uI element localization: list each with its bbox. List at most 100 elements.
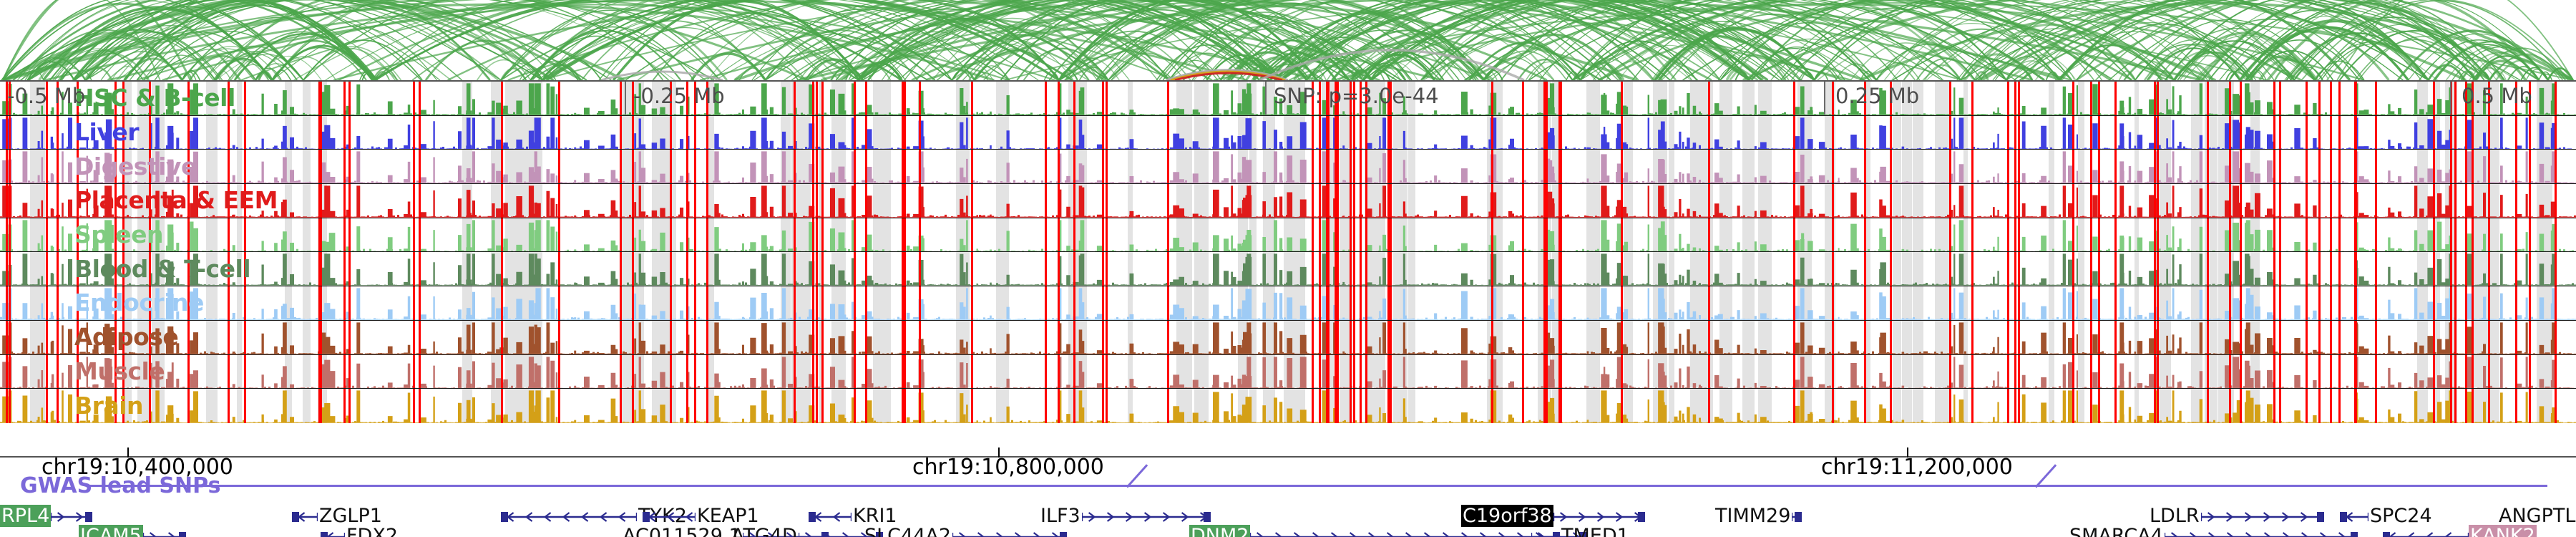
signal-histogram — [0, 151, 2576, 184]
axis-tick-mark — [2450, 82, 2451, 115]
gene-name-label[interactable]: SMARCA4 — [2069, 525, 2163, 537]
signal-histogram — [0, 322, 2576, 354]
gene-model[interactable]: ANGPTL8 — [2497, 506, 2576, 526]
axis-tick-label: 0.25 Mb — [1835, 84, 1920, 108]
track-label-placenta-eem: Placenta & EEM — [74, 186, 278, 215]
gene-name-label[interactable]: SPC24 — [2370, 505, 2432, 527]
gene-name-label[interactable]: TMED1 — [1561, 525, 1629, 537]
gene-name-label[interactable]: FDX2 — [346, 525, 398, 537]
gene-name-label[interactable]: C19orf38 — [1461, 505, 1553, 527]
gene-name-label[interactable]: KEAP1 — [697, 505, 759, 527]
gwas-snp-markers — [0, 184, 2576, 218]
gene-name-label[interactable]: KRI1 — [853, 505, 897, 527]
track-endocrine[interactable]: Endocrine — [0, 286, 2576, 321]
track-brain[interactable]: Brain — [0, 389, 2576, 423]
gwas-snp-markers — [0, 354, 2576, 389]
track-hsc-b-cell[interactable]: HSC & B-cell -0.5 Mb -0.25 Mb 0.25 Mb 0.5 Mb… — [0, 82, 2576, 116]
track-digestive[interactable]: Digestive — [0, 150, 2576, 185]
gene-model[interactable]: ICAM5 — [79, 525, 187, 537]
gene-name-label[interactable]: TIMM29 — [1715, 505, 1791, 527]
gene-model[interactable]: KEAP1 — [641, 505, 761, 527]
gwas-snp-markers — [0, 320, 2576, 354]
gwas-snp-markers — [0, 286, 2576, 320]
arc-plot — [1, 0, 2574, 80]
lead-snp-tick — [1265, 82, 1267, 115]
gene-strand-forward-icon — [2163, 531, 2359, 537]
axis-tick-label: -0.5 Mb — [7, 84, 86, 108]
gene-model[interactable]: TMED1 — [1530, 525, 1631, 537]
track-label-brain: Brain — [74, 391, 144, 420]
gene-strand-reverse-icon — [641, 511, 697, 522]
gene-strand-forward-icon — [1552, 511, 1646, 522]
gene-name-label[interactable]: RPL4 — [0, 505, 52, 527]
gwas-snp-markers — [0, 150, 2576, 184]
track-blood-t-cell[interactable]: Blood & T-cell — [0, 252, 2576, 287]
regulatory-shade-bands — [0, 252, 2576, 286]
signal-histogram — [0, 117, 2576, 150]
gene-strand-reverse-icon — [319, 531, 346, 537]
signal-histogram — [0, 185, 2576, 218]
gene-model[interactable]: LDLR — [2148, 505, 2325, 527]
gwas-snp-markers — [0, 252, 2576, 286]
gene-name-label[interactable]: ZGLP1 — [319, 505, 382, 527]
gene-strand-reverse-icon — [291, 511, 319, 522]
gene-strand-forward-icon — [1080, 511, 1211, 522]
gene-model[interactable]: TIMM29 — [1714, 505, 1803, 527]
gwas-axis-line — [86, 485, 2547, 487]
coordinate-label: chr19:10,800,000 — [912, 455, 1104, 480]
track-label-digestive: Digestive — [74, 152, 197, 180]
gene-name-label[interactable]: AC011529.1 — [623, 525, 741, 537]
gene-name-label[interactable]: ANGPTL8 — [2499, 505, 2576, 527]
gene-strand-reverse-icon — [807, 511, 853, 522]
gwas-track-label: GWAS lead SNPs — [20, 473, 221, 498]
gene-strand-forward-icon — [951, 531, 1068, 537]
signal-histogram — [0, 83, 2576, 115]
track-label-muscle: Muscle — [74, 357, 165, 385]
gene-strand-reverse-icon — [2338, 511, 2370, 522]
gene-model[interactable]: ILF3 — [1039, 506, 1211, 526]
gene-model[interactable]: ATG4D — [730, 526, 829, 537]
signal-track-stack: HSC & B-cell -0.5 Mb -0.25 Mb 0.25 Mb 0.5 Mb… — [0, 80, 2576, 458]
gene-name-label[interactable]: ATG4D — [731, 525, 797, 537]
axis-tick-label: 0.5 Mb — [2462, 84, 2532, 108]
gene-name-label[interactable]: DNM2 — [1189, 525, 1251, 537]
coordinate-tick — [998, 448, 1000, 458]
track-adipose[interactable]: Adipose — [0, 320, 2576, 355]
gene-name-label[interactable]: LDLR — [2150, 505, 2200, 527]
gene-model[interactable]: DNM2 — [1189, 525, 1588, 537]
track-label-liver: Liver — [74, 117, 140, 146]
chromatin-loop-arc-panel — [0, 0, 2576, 80]
gene-name-label[interactable]: ICAM5 — [79, 525, 143, 537]
gene-model[interactable]: SPC24 — [2338, 505, 2434, 527]
gene-model[interactable]: SMARCA4 — [2068, 525, 2359, 537]
gene-strand-forward-icon — [1791, 511, 1803, 522]
gene-name-label[interactable]: ILF3 — [1040, 505, 1080, 527]
coordinate-tick — [127, 448, 129, 458]
gene-name-label[interactable]: KANK2 — [2469, 525, 2537, 537]
coordinate-tick — [1907, 448, 1908, 458]
track-label-endocrine: Endocrine — [74, 289, 204, 317]
annotation-panel: chr19:10,400,000 chr19:10,800,000 chr19:11… — [0, 448, 2576, 537]
signal-histogram — [0, 220, 2576, 252]
gene-model[interactable]: RPL4 — [0, 505, 94, 527]
regulatory-shade-bands — [0, 150, 2576, 184]
gene-model[interactable]: C19orf38 — [1461, 505, 1646, 527]
gwas-snp-markers — [0, 389, 2576, 423]
gene-model[interactable]: KRI1 — [807, 505, 899, 527]
gene-strand-forward-icon — [142, 531, 187, 537]
track-spleen[interactable]: Spleen — [0, 218, 2576, 253]
track-muscle[interactable]: Muscle — [0, 354, 2576, 390]
lead-snp-pvalue-label: SNP: p=3.0e-44 — [1274, 84, 1439, 108]
gene-model[interactable]: ZGLP1 — [291, 505, 384, 527]
gene-model[interactable]: SLC44A2 — [863, 525, 1068, 537]
gene-model[interactable]: KANK2 — [2381, 525, 2537, 537]
track-liver[interactable]: Liver — [0, 115, 2576, 150]
gene-strand-reverse-icon — [499, 511, 638, 522]
gene-strand-forward-icon — [797, 531, 829, 537]
track-placenta-eem[interactable]: Placenta & EEM — [0, 184, 2576, 218]
gene-model[interactable]: FDX2 — [319, 525, 399, 537]
gene-name-label[interactable]: SLC44A2 — [864, 525, 952, 537]
track-label-blood-t-cell: Blood & T-cell — [74, 254, 251, 283]
signal-histogram — [0, 356, 2576, 389]
